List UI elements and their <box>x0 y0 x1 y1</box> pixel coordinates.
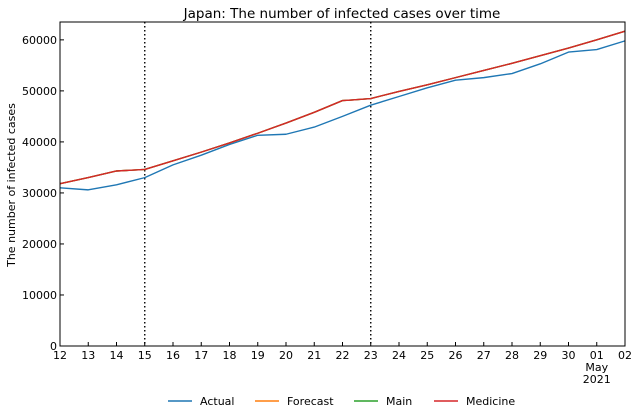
x-tick-label: 16 <box>166 349 180 362</box>
legend-label-medicine: Medicine <box>466 395 515 408</box>
x-tick-label: 13 <box>81 349 95 362</box>
legend-label-main: Main <box>386 395 412 408</box>
series-line-actual <box>59 40 626 191</box>
y-tick-label: 30000 <box>22 187 57 200</box>
x-axis-ticks: 12 13 14 15 16 17 18 19 20 21 22 23 24 25 26 27 28 29 30 01… <box>53 342 632 386</box>
x-tick-label: 14 <box>110 349 124 362</box>
x-tick-label: 27 <box>477 349 491 362</box>
y-tick-label: 60000 <box>22 34 57 47</box>
x-tick-label: 01 <box>590 349 604 362</box>
x-sub-label: 2021 <box>583 373 611 386</box>
vertical-marker-lines <box>144 22 372 346</box>
y-tick-label: 0 <box>50 340 57 353</box>
y-tick-label: 20000 <box>22 238 57 251</box>
x-tick-label: 25 <box>420 349 434 362</box>
x-tick-label: 18 <box>223 349 237 362</box>
x-tick-label: 21 <box>307 349 321 362</box>
y-tick-label: 40000 <box>22 136 57 149</box>
series-line-medicine <box>59 30 626 185</box>
series-lines <box>59 30 626 191</box>
y-tick-label: 10000 <box>22 289 57 302</box>
legend-label-actual: Actual <box>200 395 234 408</box>
x-tick-label: 12 <box>53 349 67 362</box>
x-tick-label: 28 <box>505 349 519 362</box>
x-tick-label: 22 <box>336 349 350 362</box>
legend-label-forecast: Forecast <box>287 395 334 408</box>
x-tick-label: 02 <box>618 349 632 362</box>
x-tick-label: 30 <box>562 349 576 362</box>
x-tick-label: 24 <box>392 349 406 362</box>
x-tick-label: 23 <box>364 349 378 362</box>
x-tick-label: 20 <box>279 349 293 362</box>
x-sub-label: May <box>585 361 608 374</box>
x-tick-label: 19 <box>251 349 265 362</box>
x-tick-label: 26 <box>449 349 463 362</box>
x-tick-label: 29 <box>533 349 547 362</box>
plot-frame <box>59 21 626 347</box>
legend: Actual Forecast Main Medicine <box>168 395 515 408</box>
y-axis-ticks: 0 10000 20000 30000 40000 50000 60000 <box>22 34 64 353</box>
x-tick-label: 17 <box>194 349 208 362</box>
y-axis-label: The number of infected cases <box>5 103 18 268</box>
y-tick-label: 50000 <box>22 85 57 98</box>
x-tick-label: 15 <box>138 349 152 362</box>
chart-title: Japan: The number of infected cases over… <box>183 6 501 22</box>
